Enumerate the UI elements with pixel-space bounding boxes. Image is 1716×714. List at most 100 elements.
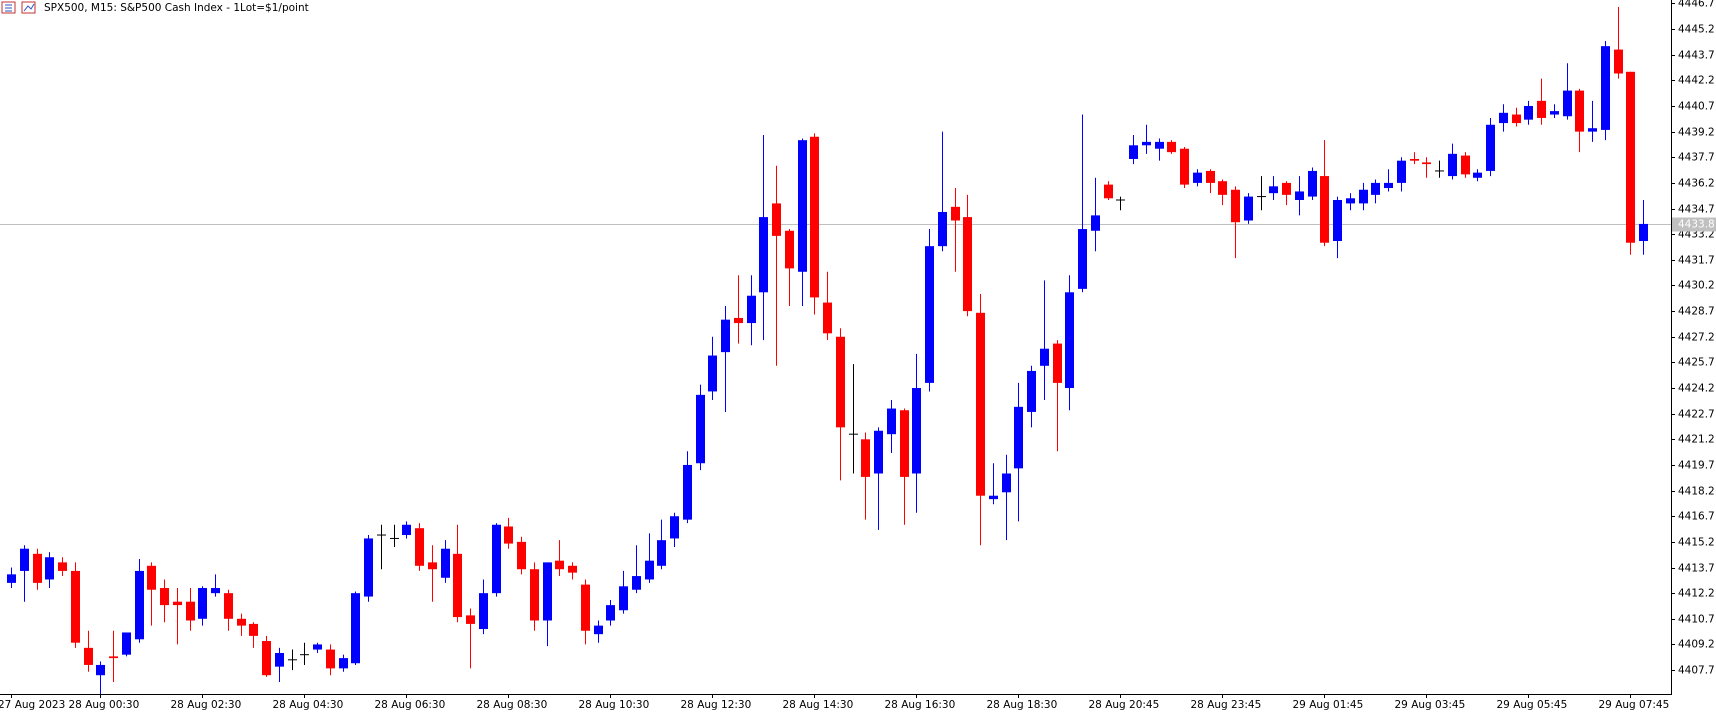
- candle-body: [925, 246, 934, 383]
- candle-body: [326, 649, 335, 669]
- candle-body: [1614, 49, 1623, 74]
- candle-body: [1091, 215, 1100, 231]
- candle-body: [1269, 186, 1278, 194]
- candle-body: [1282, 182, 1291, 195]
- candle-body: [1371, 182, 1380, 195]
- candle-body: [887, 408, 896, 435]
- x-tick-label: 28 Aug 00:30: [69, 699, 140, 711]
- candle-body: [237, 618, 246, 626]
- candle-body: [186, 601, 195, 621]
- candle-body: [1422, 162, 1431, 165]
- candle-body: [84, 647, 93, 665]
- x-tick-label: 28 Aug 12:30: [681, 699, 752, 711]
- candle-body: [1167, 141, 1176, 153]
- x-tick-label: 28 Aug 23:45: [1191, 699, 1262, 711]
- candle-body: [747, 295, 756, 324]
- y-tick-label: 4439.2: [1678, 127, 1715, 139]
- candle-body: [606, 605, 615, 621]
- candle-body: [479, 593, 488, 630]
- y-tick-label: 4416.7: [1678, 511, 1715, 523]
- candle-body: [1206, 170, 1215, 183]
- candle-body: [20, 548, 29, 571]
- y-tick-label: 4436.2: [1678, 178, 1715, 190]
- candle-body: [989, 495, 998, 500]
- candle-body: [453, 553, 462, 618]
- candle-body: [976, 312, 985, 496]
- icon-chart: [21, 1, 36, 14]
- candle-body: [1295, 191, 1304, 200]
- candle-body: [657, 540, 666, 566]
- candle-body: [1129, 145, 1138, 159]
- candle-body: [1078, 229, 1087, 289]
- y-tick-label: 4421.2: [1678, 434, 1715, 446]
- x-tick-label: 29 Aug 01:45: [1293, 699, 1364, 711]
- candle-body: [109, 656, 118, 659]
- candle-body: [262, 641, 271, 676]
- y-tick-label: 4442.2: [1678, 75, 1715, 87]
- y-tick-label: 4431.7: [1678, 255, 1715, 267]
- candle-body: [211, 588, 220, 594]
- y-tick-label: 4415.2: [1678, 537, 1715, 549]
- y-tick-label: 4407.7: [1678, 665, 1715, 677]
- candle-body: [428, 562, 437, 570]
- candle-body: [1359, 189, 1368, 204]
- candle-body: [670, 516, 679, 539]
- candle-body: [33, 553, 42, 583]
- candle-body: [198, 588, 207, 619]
- candle-body: [734, 317, 743, 324]
- x-tick-label: 28 Aug 14:30: [783, 699, 854, 711]
- last-price-label: 4433.8: [1678, 219, 1715, 231]
- candle-body: [339, 658, 348, 669]
- candle-body: [504, 526, 513, 544]
- candle-body: [555, 560, 564, 570]
- candle-body: [543, 562, 552, 621]
- candle-body: [415, 528, 424, 566]
- candle-body: [759, 217, 768, 293]
- x-tick-label: 28 Aug 10:30: [579, 699, 650, 711]
- y-tick-label: 4427.2: [1678, 332, 1715, 344]
- candle-body: [581, 584, 590, 631]
- y-tick-label: 4443.7: [1678, 50, 1715, 62]
- candle-body: [861, 439, 870, 477]
- candle-body: [1180, 148, 1189, 185]
- candle-body: [1218, 181, 1227, 195]
- y-tick-label: 4434.7: [1678, 204, 1715, 216]
- candle-body: [1626, 71, 1635, 243]
- candle-body: [810, 136, 819, 298]
- candle-body: [402, 524, 411, 536]
- candle-body: [96, 664, 105, 676]
- candle-body: [492, 524, 501, 594]
- candle-body: [7, 574, 16, 583]
- candle-body: [1448, 153, 1457, 177]
- candle-body: [708, 355, 717, 392]
- candle-body: [1397, 160, 1406, 183]
- last-price-box: [1672, 217, 1716, 232]
- y-tick-label: 4430.2: [1678, 280, 1715, 292]
- candle-body: [1601, 46, 1610, 130]
- candle-body: [466, 615, 475, 624]
- candle-body: [1155, 141, 1164, 149]
- candle-body: [249, 623, 258, 636]
- candle-body: [645, 560, 654, 580]
- candle-body: [900, 410, 909, 477]
- candle-body: [441, 548, 450, 578]
- x-tick-label: 28 Aug 04:30: [273, 699, 344, 711]
- candle-body: [619, 586, 628, 611]
- candle-body: [160, 588, 169, 606]
- candle-body: [1002, 473, 1011, 493]
- x-tick-label: 28 Aug 08:30: [477, 699, 548, 711]
- candle-body: [1065, 292, 1074, 389]
- y-tick-label: 4422.7: [1678, 409, 1715, 421]
- candle-body: [364, 538, 373, 597]
- candle-body: [721, 319, 730, 353]
- candle-body: [1231, 189, 1240, 223]
- candle-body: [772, 203, 781, 236]
- candle-body: [1104, 184, 1113, 199]
- x-tick-label: 28 Aug 06:30: [375, 699, 446, 711]
- candle-body: [1014, 406, 1023, 469]
- candle-body: [1575, 90, 1584, 132]
- y-tick-label: 4409.2: [1678, 639, 1715, 651]
- y-tick-label: 4412.2: [1678, 588, 1715, 600]
